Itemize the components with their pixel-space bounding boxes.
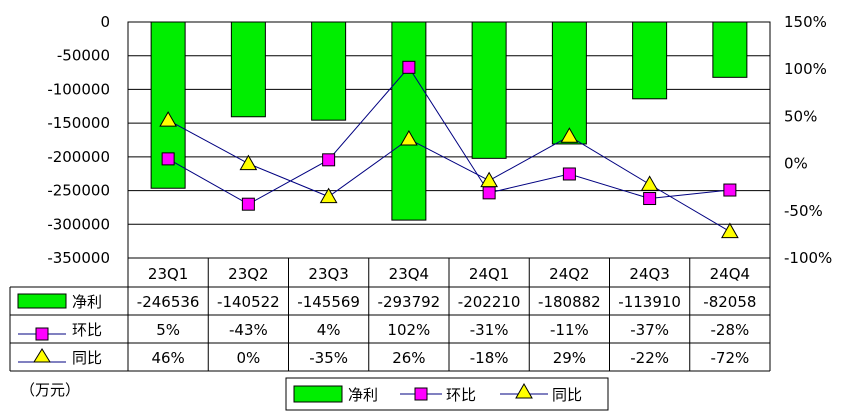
- y-right-tick-label: 150%: [784, 13, 827, 31]
- table-key-square: [35, 327, 49, 341]
- marker-triangle: [480, 171, 498, 188]
- table-value: -35%: [309, 349, 348, 367]
- y-left-tick-label: -150000: [47, 114, 110, 132]
- y-left-tick-label: -300000: [47, 215, 110, 233]
- table-row-label: 净利: [72, 293, 102, 311]
- bar: [632, 21, 668, 100]
- category-label: 23Q2: [228, 265, 268, 283]
- marker-triangle: [640, 175, 659, 191]
- y-left-tick-label: 0: [100, 13, 110, 31]
- series-line: [167, 66, 730, 205]
- table-value: -18%: [470, 349, 509, 367]
- marker-triangle: [721, 222, 739, 239]
- y-right-tick-label: 0%: [784, 155, 808, 173]
- table-value: 46%: [151, 349, 184, 367]
- marker-triangle: [560, 127, 579, 143]
- marker-square: [241, 197, 255, 211]
- table-value: -31%: [470, 321, 509, 339]
- table-value: -82058: [703, 293, 756, 311]
- table-value: -28%: [710, 321, 749, 339]
- marker-triangle: [400, 130, 418, 146]
- y-right-tick-label: -100%: [784, 249, 832, 267]
- y-left-tick-label: -250000: [47, 182, 110, 200]
- marker-square: [723, 183, 737, 197]
- marker-square: [402, 60, 416, 74]
- bar: [551, 21, 587, 145]
- y-right-tick-label: -50%: [784, 202, 823, 220]
- table-value: -22%: [630, 349, 669, 367]
- bar: [391, 21, 427, 221]
- legend-label: 同比: [552, 386, 582, 404]
- table-row-label: 环比: [72, 321, 102, 339]
- marker-triangle: [319, 187, 338, 204]
- y-left-tick-label: -50000: [57, 47, 110, 65]
- table-value: 5%: [156, 321, 180, 339]
- table-value: 29%: [553, 349, 586, 367]
- bar: [311, 21, 347, 121]
- table-value: -37%: [630, 321, 669, 339]
- marker-square: [643, 192, 657, 206]
- table-value: 4%: [317, 321, 341, 339]
- category-label: 24Q4: [710, 265, 750, 283]
- category-label: 24Q3: [629, 265, 669, 283]
- marker-triangle: [159, 111, 177, 127]
- marker-square: [322, 153, 336, 167]
- table-value: -180882: [538, 293, 601, 311]
- y-left-tick-label: -200000: [47, 148, 110, 166]
- marker-square: [482, 186, 496, 200]
- table-value: -43%: [229, 321, 268, 339]
- bar: [712, 21, 748, 78]
- table-key-bar: [17, 293, 67, 309]
- table-value: 102%: [387, 321, 430, 339]
- legend-key-triangle: [515, 382, 533, 399]
- table-key-triangle: [33, 348, 51, 363]
- legend-key-square: [414, 387, 428, 401]
- table-value: -140522: [217, 293, 280, 311]
- bar: [471, 21, 507, 159]
- y-right-tick-label: 100%: [784, 60, 827, 78]
- table-value: -11%: [550, 321, 589, 339]
- category-label: 23Q4: [389, 265, 429, 283]
- marker-square: [562, 167, 576, 181]
- plot-border: [127, 21, 771, 259]
- y-left-tick-label: -100000: [47, 80, 110, 98]
- series-line: [167, 119, 731, 232]
- unit-label: （万元）: [20, 381, 80, 399]
- legend-key-bar: [293, 385, 343, 403]
- table-value: -293792: [378, 293, 441, 311]
- legend-label: 净利: [348, 386, 378, 404]
- table-row-label: 同比: [72, 349, 102, 367]
- table-value: -113910: [618, 293, 681, 311]
- category-label: 23Q3: [308, 265, 348, 283]
- category-label: 24Q1: [469, 265, 509, 283]
- y-right-tick-label: 50%: [784, 107, 817, 125]
- y-left-tick-label: -350000: [47, 249, 110, 267]
- bar: [230, 21, 266, 118]
- table-value: -145569: [297, 293, 360, 311]
- table-value: -202210: [458, 293, 521, 311]
- marker-square: [161, 152, 175, 166]
- marker-triangle: [239, 154, 258, 171]
- category-label: 23Q1: [148, 265, 188, 283]
- table-value: 0%: [236, 349, 260, 367]
- table-value: 26%: [392, 349, 425, 367]
- legend-label: 环比: [446, 386, 476, 404]
- table-value: -72%: [710, 349, 749, 367]
- table-value: -246536: [137, 293, 200, 311]
- category-label: 24Q2: [549, 265, 589, 283]
